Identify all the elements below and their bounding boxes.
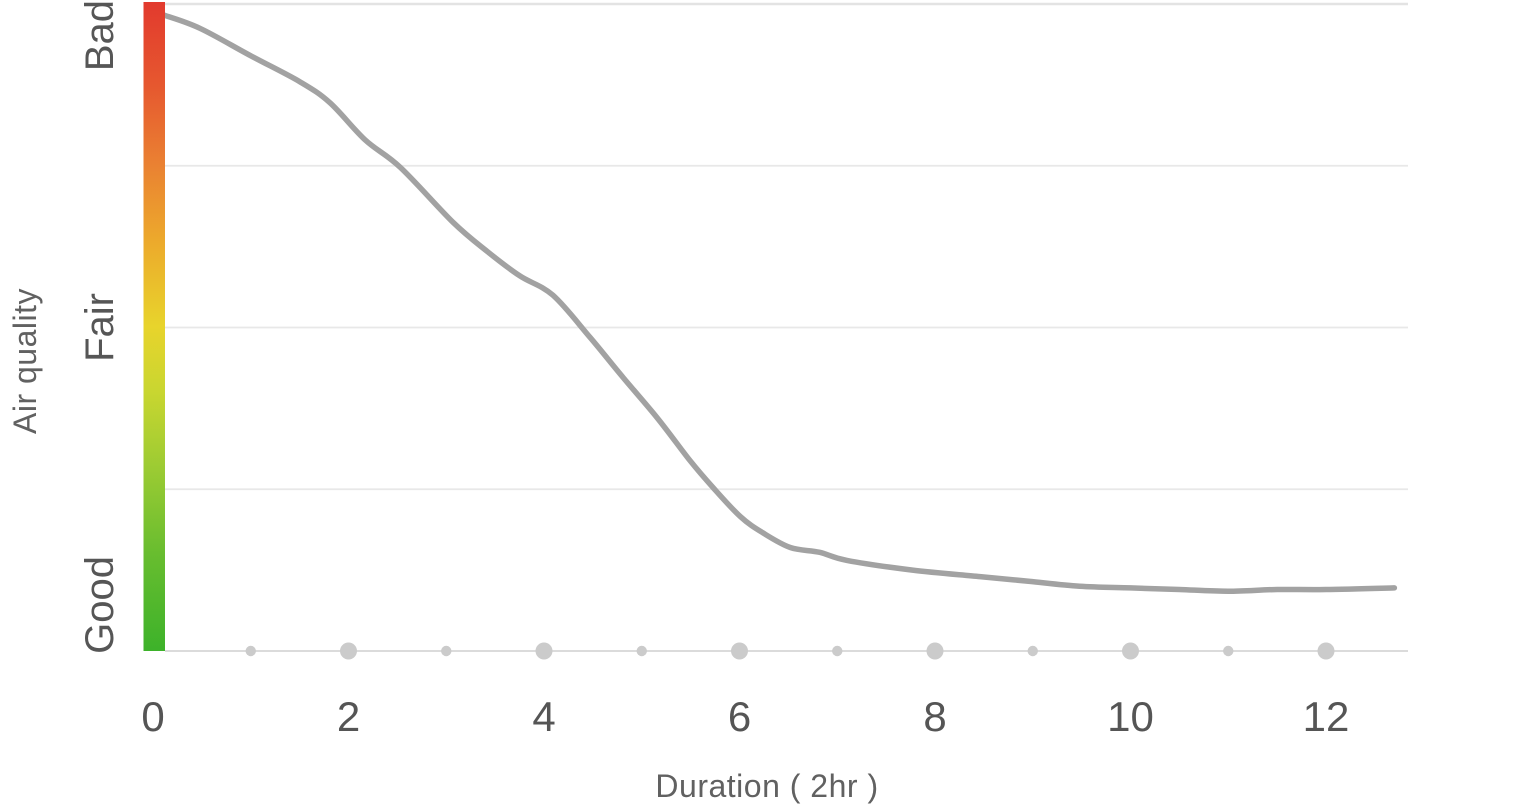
- axis-dot-small: [1223, 645, 1234, 657]
- air-quality-curve: [161, 12, 1398, 594]
- y-tick-label-good: Good: [78, 556, 122, 654]
- x-axis-title: Duration ( 2hr ): [655, 768, 879, 804]
- axis-dot-large: [926, 642, 944, 660]
- x-tick-label-2: 2: [336, 693, 361, 740]
- axis-dot-small: [245, 645, 256, 657]
- x-tick-label-12: 12: [1302, 693, 1350, 740]
- x-tick-label-4: 4: [532, 693, 556, 740]
- axis-dot-small: [832, 645, 843, 657]
- x-tick-label-8: 8: [923, 693, 947, 740]
- axis-dot-large: [1317, 642, 1335, 660]
- y-axis-title: Air quality: [7, 288, 43, 434]
- axis-dot-small: [636, 645, 647, 657]
- x-tick-label-10: 10: [1107, 693, 1154, 740]
- axis-dot-large: [1122, 642, 1139, 660]
- axis-dot-small: [441, 645, 452, 657]
- axis-dot-large: [731, 642, 748, 660]
- x-tick-label-6: 6: [727, 693, 752, 740]
- x-tick-label-0: 0: [141, 693, 165, 740]
- y-tick-label-fair: Fair: [78, 293, 122, 362]
- axis-dot-large: [535, 642, 553, 660]
- axis-dot-large: [340, 642, 357, 660]
- y-tick-label-bad: Bad: [78, 0, 122, 72]
- air-quality-gradient-bar: [143, 2, 165, 651]
- axis-dot-small: [1027, 645, 1038, 657]
